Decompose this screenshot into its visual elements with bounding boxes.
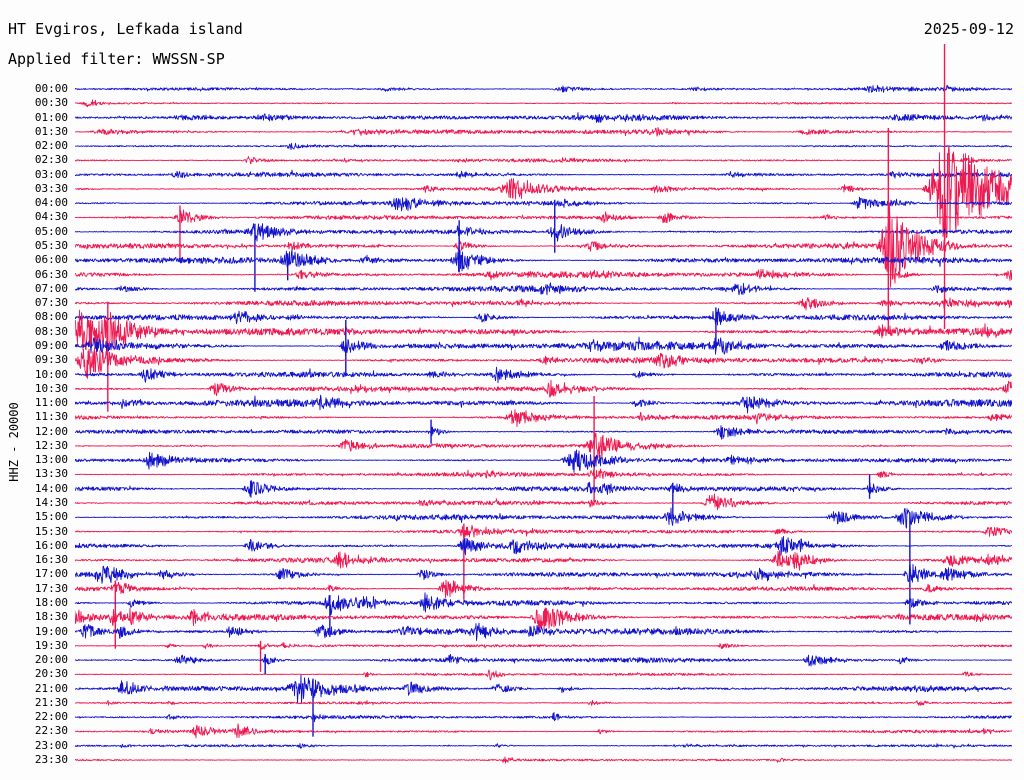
time-label: 12:30 bbox=[34, 438, 68, 452]
time-label: 02:00 bbox=[34, 139, 68, 153]
time-label: 11:00 bbox=[34, 396, 68, 410]
time-label: 01:00 bbox=[34, 110, 68, 124]
time-label: 02:30 bbox=[34, 153, 68, 167]
time-label: 03:30 bbox=[34, 181, 68, 195]
helicorder-plot bbox=[75, 30, 1012, 770]
time-label: 20:30 bbox=[34, 667, 68, 681]
time-label: 06:00 bbox=[34, 253, 68, 267]
time-label: 17:00 bbox=[34, 567, 68, 581]
time-label: 22:00 bbox=[34, 710, 68, 724]
time-label: 18:30 bbox=[34, 610, 68, 624]
time-label: 00:30 bbox=[34, 96, 68, 110]
time-label: 19:00 bbox=[34, 624, 68, 638]
time-label: 23:30 bbox=[34, 753, 68, 767]
time-label: 23:00 bbox=[34, 738, 68, 752]
time-label: 21:00 bbox=[34, 681, 68, 695]
time-label: 08:30 bbox=[34, 324, 68, 338]
time-label: 15:30 bbox=[34, 524, 68, 538]
time-label: 14:00 bbox=[34, 481, 68, 495]
time-label: 12:00 bbox=[34, 424, 68, 438]
time-label: 14:30 bbox=[34, 496, 68, 510]
time-label: 05:30 bbox=[34, 239, 68, 253]
time-label: 00:00 bbox=[34, 82, 68, 95]
time-label: 17:30 bbox=[34, 581, 68, 595]
time-label: 03:00 bbox=[34, 167, 68, 181]
time-label: 04:00 bbox=[34, 196, 68, 210]
time-label: 16:00 bbox=[34, 538, 68, 552]
time-label: 04:30 bbox=[34, 210, 68, 224]
time-label: 01:30 bbox=[34, 124, 68, 138]
time-label: 10:30 bbox=[34, 381, 68, 395]
time-label: 09:30 bbox=[34, 353, 68, 367]
time-label: 15:00 bbox=[34, 510, 68, 524]
time-label: 07:00 bbox=[34, 281, 68, 295]
time-label: 05:00 bbox=[34, 224, 68, 238]
time-label: 18:00 bbox=[34, 595, 68, 609]
time-label: 19:30 bbox=[34, 638, 68, 652]
time-label: 16:30 bbox=[34, 553, 68, 567]
time-label: 09:00 bbox=[34, 338, 68, 352]
time-label: 21:30 bbox=[34, 695, 68, 709]
time-label: 13:00 bbox=[34, 453, 68, 467]
time-labels: 00:00 00:30 01:00 01:30 02:00 02:30 03:00 03:30… bbox=[28, 0, 68, 780]
time-label: 08:00 bbox=[34, 310, 68, 324]
time-label: 07:30 bbox=[34, 296, 68, 310]
time-label: 06:30 bbox=[34, 267, 68, 281]
time-label: 10:00 bbox=[34, 367, 68, 381]
time-label: 22:30 bbox=[34, 724, 68, 738]
time-label: 11:30 bbox=[34, 410, 68, 424]
time-label: 13:30 bbox=[34, 467, 68, 481]
seismogram-trace-canvas bbox=[75, 30, 1012, 770]
channel-axis-label: HHZ - 20000 bbox=[7, 402, 21, 482]
time-label: 20:00 bbox=[34, 653, 68, 667]
